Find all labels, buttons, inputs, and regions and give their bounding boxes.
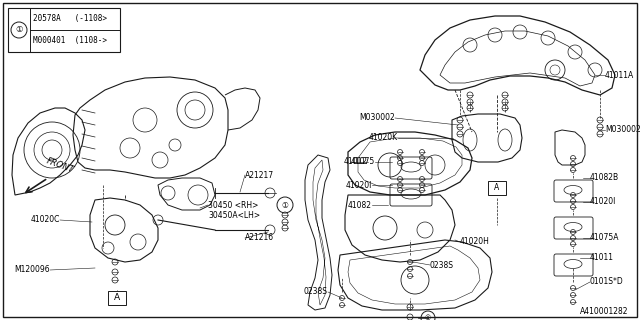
Text: A410001282: A410001282 [579, 308, 628, 316]
Text: 41082B: 41082B [590, 173, 619, 182]
FancyBboxPatch shape [554, 180, 593, 202]
Text: ①: ① [15, 26, 23, 35]
Text: 41075: 41075 [351, 157, 375, 166]
Text: 20578A   (-1108>: 20578A (-1108> [33, 14, 107, 23]
Text: FRONT: FRONT [45, 157, 75, 175]
Text: 0238S: 0238S [430, 260, 454, 269]
FancyBboxPatch shape [554, 254, 593, 276]
FancyBboxPatch shape [488, 181, 506, 195]
Text: 41020K: 41020K [369, 133, 398, 142]
Text: ①: ① [425, 315, 431, 320]
Text: 41020H: 41020H [460, 237, 490, 246]
FancyBboxPatch shape [554, 217, 593, 239]
Text: ①: ① [282, 201, 289, 210]
Text: 41020I: 41020I [346, 180, 372, 189]
Text: 41020C: 41020C [31, 215, 60, 225]
Text: A: A [114, 293, 120, 302]
FancyBboxPatch shape [390, 184, 432, 206]
Text: 0101S*D: 0101S*D [590, 277, 624, 286]
FancyBboxPatch shape [390, 157, 432, 179]
Text: 41011: 41011 [590, 253, 614, 262]
Text: M120096: M120096 [14, 266, 50, 275]
FancyBboxPatch shape [8, 8, 120, 52]
Text: M030002: M030002 [605, 125, 640, 134]
Text: 41082: 41082 [348, 201, 372, 210]
Text: A21217: A21217 [245, 171, 274, 180]
Text: 41011A: 41011A [605, 70, 634, 79]
Text: 30450A<LH>: 30450A<LH> [208, 211, 260, 220]
Text: 41020I: 41020I [590, 197, 616, 206]
FancyBboxPatch shape [108, 291, 126, 305]
Text: 41075A: 41075A [590, 234, 620, 243]
Text: 0238S: 0238S [304, 287, 328, 297]
Text: 30450 <RH>: 30450 <RH> [208, 201, 259, 210]
Text: A21216: A21216 [245, 234, 274, 243]
Text: M030002: M030002 [359, 114, 395, 123]
Circle shape [11, 22, 27, 38]
Text: M000401  (1108->: M000401 (1108-> [33, 36, 107, 45]
Text: A: A [494, 183, 500, 193]
Text: 41012: 41012 [344, 157, 368, 166]
